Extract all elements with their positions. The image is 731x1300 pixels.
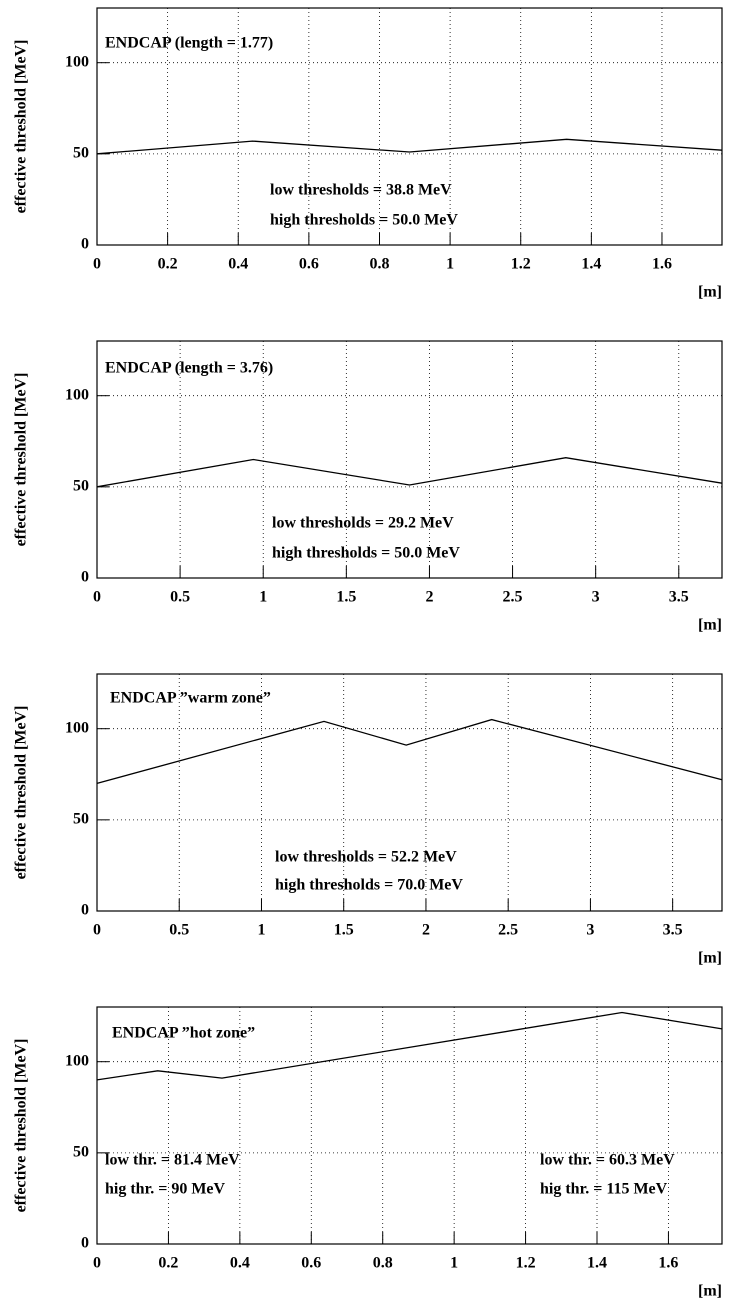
x-tick-label: 0.6 [301, 1255, 321, 1272]
annotation: low thresholds = 38.8 MeV [270, 182, 452, 199]
x-tick-label: 1.5 [336, 589, 356, 606]
data-line [96, 138, 723, 155]
x-tick-label: 1.4 [587, 1255, 607, 1272]
annotation: high thresholds = 50.0 MeV [270, 212, 458, 229]
y-axis-label: effective threshold [MeV] [13, 706, 30, 880]
x-tick-label: 0 [93, 1255, 101, 1272]
annotation: ENDCAP ”hot zone” [112, 1025, 255, 1042]
y-tick-label: 0 [81, 902, 89, 919]
y-axis-label: effective threshold [MeV] [13, 40, 30, 214]
y-tick-label: 50 [73, 478, 89, 495]
data-line [96, 718, 723, 785]
annotation: hig thr. = 90 MeV [105, 1181, 226, 1198]
x-tick-label: 0.2 [158, 256, 178, 273]
y-tick-label: 100 [65, 1052, 89, 1069]
x-tick-label: 0.5 [170, 589, 190, 606]
annotation: low thr. = 81.4 MeV [105, 1152, 240, 1169]
x-tick-label: 0.6 [299, 256, 319, 273]
x-tick-label: 1.6 [652, 256, 672, 273]
plot-frame [96, 673, 723, 912]
x-tick-label: 1 [450, 1255, 458, 1272]
x-tick-label: 0.8 [373, 1255, 393, 1272]
x-axis-label: [m] [698, 1283, 722, 1300]
x-tick-label: 0 [93, 589, 101, 606]
y-tick-label: 0 [81, 236, 89, 253]
x-tick-label: 3.5 [669, 589, 689, 606]
annotation: low thresholds = 52.2 MeV [275, 849, 457, 866]
x-tick-label: 0.8 [369, 256, 389, 273]
y-tick-label: 50 [73, 145, 89, 162]
x-tick-label: 0.5 [169, 922, 189, 939]
y-tick-label: 0 [81, 569, 89, 586]
annotation: low thr. = 60.3 MeV [540, 1152, 675, 1169]
x-axis-label: [m] [698, 617, 722, 634]
y-tick-label: 0 [81, 1235, 89, 1252]
data-line [96, 457, 723, 488]
data-line [96, 1011, 723, 1081]
x-tick-label: 1.6 [658, 1255, 678, 1272]
x-tick-label: 0 [93, 922, 101, 939]
x-tick-label: 2 [422, 922, 430, 939]
x-tick-label: 0.4 [228, 256, 248, 273]
x-tick-label: 1.5 [334, 922, 354, 939]
x-tick-label: 1 [257, 922, 265, 939]
x-tick-label: 2.5 [498, 922, 518, 939]
plot-frame [96, 340, 723, 579]
x-axis-label: [m] [698, 950, 722, 967]
x-tick-label: 1 [259, 589, 267, 606]
x-tick-label: 3 [586, 922, 594, 939]
x-tick-label: 2.5 [503, 589, 523, 606]
annotation: ENDCAP (length = 1.77) [105, 35, 273, 52]
y-axis-label: effective threshold [MeV] [13, 373, 30, 547]
annotation: ENDCAP ”warm zone” [110, 690, 271, 707]
x-tick-label: 1.4 [581, 256, 601, 273]
annotation: high thresholds = 50.0 MeV [272, 545, 460, 562]
x-tick-label: 3 [592, 589, 600, 606]
y-tick-label: 100 [65, 719, 89, 736]
annotation: high thresholds = 70.0 MeV [275, 877, 463, 894]
x-axis-label: [m] [698, 284, 722, 301]
annotation: ENDCAP (length = 3.76) [105, 360, 273, 377]
x-tick-label: 1.2 [511, 256, 531, 273]
annotation: low thresholds = 29.2 MeV [272, 515, 454, 532]
x-tick-label: 0.2 [158, 1255, 178, 1272]
y-tick-label: 50 [73, 1144, 89, 1161]
y-tick-label: 100 [65, 386, 89, 403]
x-tick-label: 1.2 [516, 1255, 536, 1272]
y-axis-label: effective threshold [MeV] [13, 1039, 30, 1213]
x-tick-label: 0.4 [230, 1255, 250, 1272]
x-tick-label: 3.5 [663, 922, 683, 939]
y-tick-label: 100 [65, 53, 89, 70]
x-tick-label: 1 [446, 256, 454, 273]
x-tick-label: 2 [425, 589, 433, 606]
plot-frame [96, 7, 723, 246]
x-tick-label: 0 [93, 256, 101, 273]
y-tick-label: 50 [73, 811, 89, 828]
annotation: hig thr. = 115 MeV [540, 1181, 668, 1198]
plot-frame [96, 1006, 723, 1245]
